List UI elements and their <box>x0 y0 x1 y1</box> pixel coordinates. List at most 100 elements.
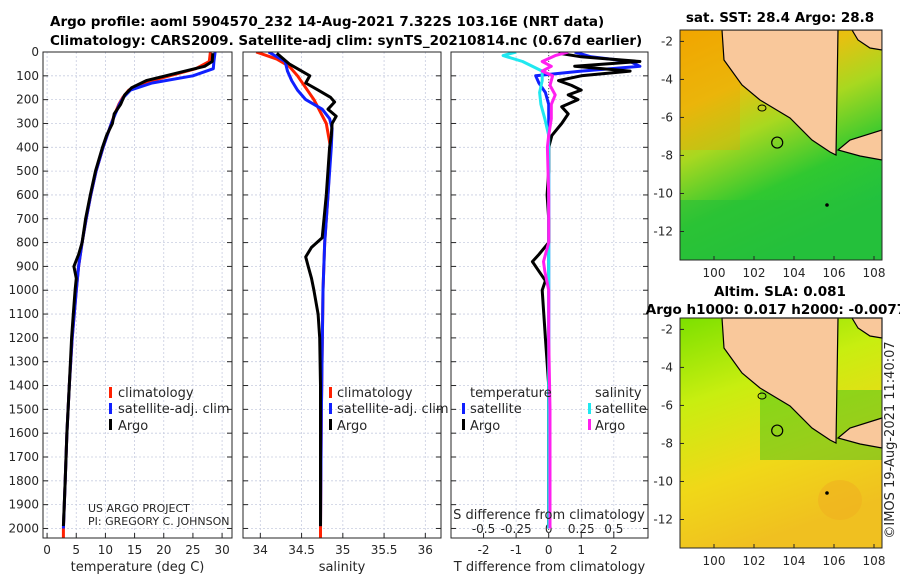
y-tick-label: 600 <box>16 188 39 202</box>
legend-argo: Argo <box>118 419 148 434</box>
y-tick-label: 1400 <box>8 379 39 393</box>
island <box>825 203 829 207</box>
series-line-satellite-adj-clim <box>267 52 334 527</box>
y-tick-label: 200 <box>16 93 39 107</box>
legend-swatch-t-satellite <box>462 403 465 414</box>
series-group <box>255 52 338 538</box>
x-tick-label: 5 <box>72 543 80 557</box>
series-line-argo <box>275 52 338 527</box>
x-axis-label: salinity <box>319 560 366 575</box>
series-line-climatology <box>61 52 212 538</box>
y-tick-label: 1500 <box>8 402 39 416</box>
lat-tick-label: -6 <box>661 110 673 124</box>
lat-tick-label: -8 <box>661 148 673 162</box>
plot-frame <box>42 51 233 539</box>
legend-climatology: climatology <box>118 386 194 401</box>
lat-tick-label: -2 <box>661 322 673 336</box>
credit-project: US ARGO PROJECT <box>88 502 190 515</box>
y-tick-label: 400 <box>16 140 39 154</box>
x-tick-label: 35.5 <box>371 543 398 557</box>
series-line-argo <box>61 53 215 527</box>
x-tick-label: 20 <box>156 543 171 557</box>
y-tick-label: 700 <box>16 212 39 226</box>
legend-swatch-argo <box>329 419 332 430</box>
lon-tick-label: 108 <box>863 554 886 568</box>
lon-tick-label: 100 <box>703 266 726 280</box>
figure-title-line2: Climatology: CARS2009. Satellite-adj cli… <box>50 33 642 49</box>
y-tick-label: 1100 <box>8 307 39 321</box>
legend-swatch-s-satellite <box>588 403 591 414</box>
salinity-legend: climatology satellite-adj. clim Argo <box>329 386 449 434</box>
lat-tick-label: -2 <box>661 34 673 48</box>
legend-swatch-s-argo <box>588 419 591 430</box>
land-mass <box>721 30 882 161</box>
x-tick-label: 15 <box>127 543 142 557</box>
y-tick-label: 1700 <box>8 450 39 464</box>
lon-tick-label: 104 <box>783 266 806 280</box>
lon-tick-label: 106 <box>823 554 846 568</box>
lat-tick-label: -4 <box>661 360 673 374</box>
lat-tick-label: -4 <box>661 72 673 86</box>
legend-temperature-title: temperature <box>470 386 552 401</box>
lat-tick-label: -8 <box>661 436 673 450</box>
lon-tick-label: 102 <box>743 554 766 568</box>
lat-tick-label: -12 <box>653 512 673 526</box>
plot-frame <box>242 51 442 539</box>
lat-tick-label: -12 <box>653 224 673 238</box>
y-tick-label: 1300 <box>8 355 39 369</box>
grid <box>43 51 232 538</box>
temperature-legend: climatology satellite-adj. clim Argo <box>109 386 230 434</box>
series-line-s-argo <box>540 52 569 529</box>
x-tick-label: 10 <box>98 543 113 557</box>
x-tick-label: 2 <box>610 543 618 557</box>
lon-tick-label: 106 <box>823 266 846 280</box>
legend-t-satellite: satellite <box>470 402 522 417</box>
x-axis-label: T difference from climatology <box>453 560 646 575</box>
x-tick-label: 36 <box>418 543 433 557</box>
sla-map: 100 102 104 106 108 -2 -4 -6 -8 -10 -12 <box>653 317 886 568</box>
series-line-s-satellite <box>501 52 551 529</box>
legend-t-argo: Argo <box>470 419 500 434</box>
legend-satellite: satellite-adj. clim <box>118 402 230 417</box>
x-tick-label: -1 <box>510 543 522 557</box>
sla-map-title: Altim. SLA: 0.081 <box>714 284 846 300</box>
sst-map: 100 102 104 106 108 -2 -4 -6 -8 -10 -12 <box>653 29 885 280</box>
x-tick-label: 25 <box>185 543 200 557</box>
legend-satellite: satellite-adj. clim <box>337 402 449 417</box>
s-diff-tick-label: 0.5 <box>604 522 623 536</box>
figure-title-line1: Argo profile: aoml 5904570_232 14-Aug-20… <box>50 14 604 30</box>
land-group <box>721 30 882 207</box>
y-tick-label: 100 <box>16 69 39 83</box>
sla-map-subtitle: Argo h1000: 0.017 h2000: -0.0077 <box>646 302 900 318</box>
y-tick-label: 300 <box>16 116 39 130</box>
y-tick-label: 900 <box>16 259 39 273</box>
temperature-panel: 0 5 10 15 20 25 300100200300400500600700800900… <box>8 45 233 575</box>
y-tick-label: 2000 <box>8 521 39 535</box>
legend-swatch-satellite <box>109 403 112 414</box>
lon-tick-label: 102 <box>743 266 766 280</box>
map-frame <box>679 29 883 261</box>
s-diff-tick-label: 0.25 <box>568 522 595 536</box>
lat-tick-label: -10 <box>653 474 673 488</box>
grid <box>243 51 441 538</box>
map-frame <box>679 317 883 549</box>
legend-salinity-title: salinity <box>595 386 642 401</box>
legend-climatology: climatology <box>337 386 413 401</box>
legend-swatch-argo <box>109 419 112 430</box>
credit-pi: PI: GREGORY C. JOHNSON <box>88 515 229 528</box>
salinity-panel: 34 34.5 35 35.5 36 salinity <box>242 51 442 575</box>
legend-argo: Argo <box>337 419 367 434</box>
legend-s-satellite: satellite <box>595 402 647 417</box>
legend-swatch-t-argo <box>462 419 465 430</box>
x-tick-label: 35 <box>335 543 350 557</box>
series-group <box>61 52 217 538</box>
legend-swatch-climatology <box>109 387 112 398</box>
y-tick-label: 1600 <box>8 426 39 440</box>
x-tick-label: 34 <box>253 543 268 557</box>
difference-legend: temperature satellite Argo salinity sate… <box>462 386 647 434</box>
x-tick-label: -2 <box>478 543 490 557</box>
lat-tick-label: -6 <box>661 398 673 412</box>
s-diff-tick-label: -0.25 <box>501 522 532 536</box>
x-tick-label: 0 <box>545 543 553 557</box>
